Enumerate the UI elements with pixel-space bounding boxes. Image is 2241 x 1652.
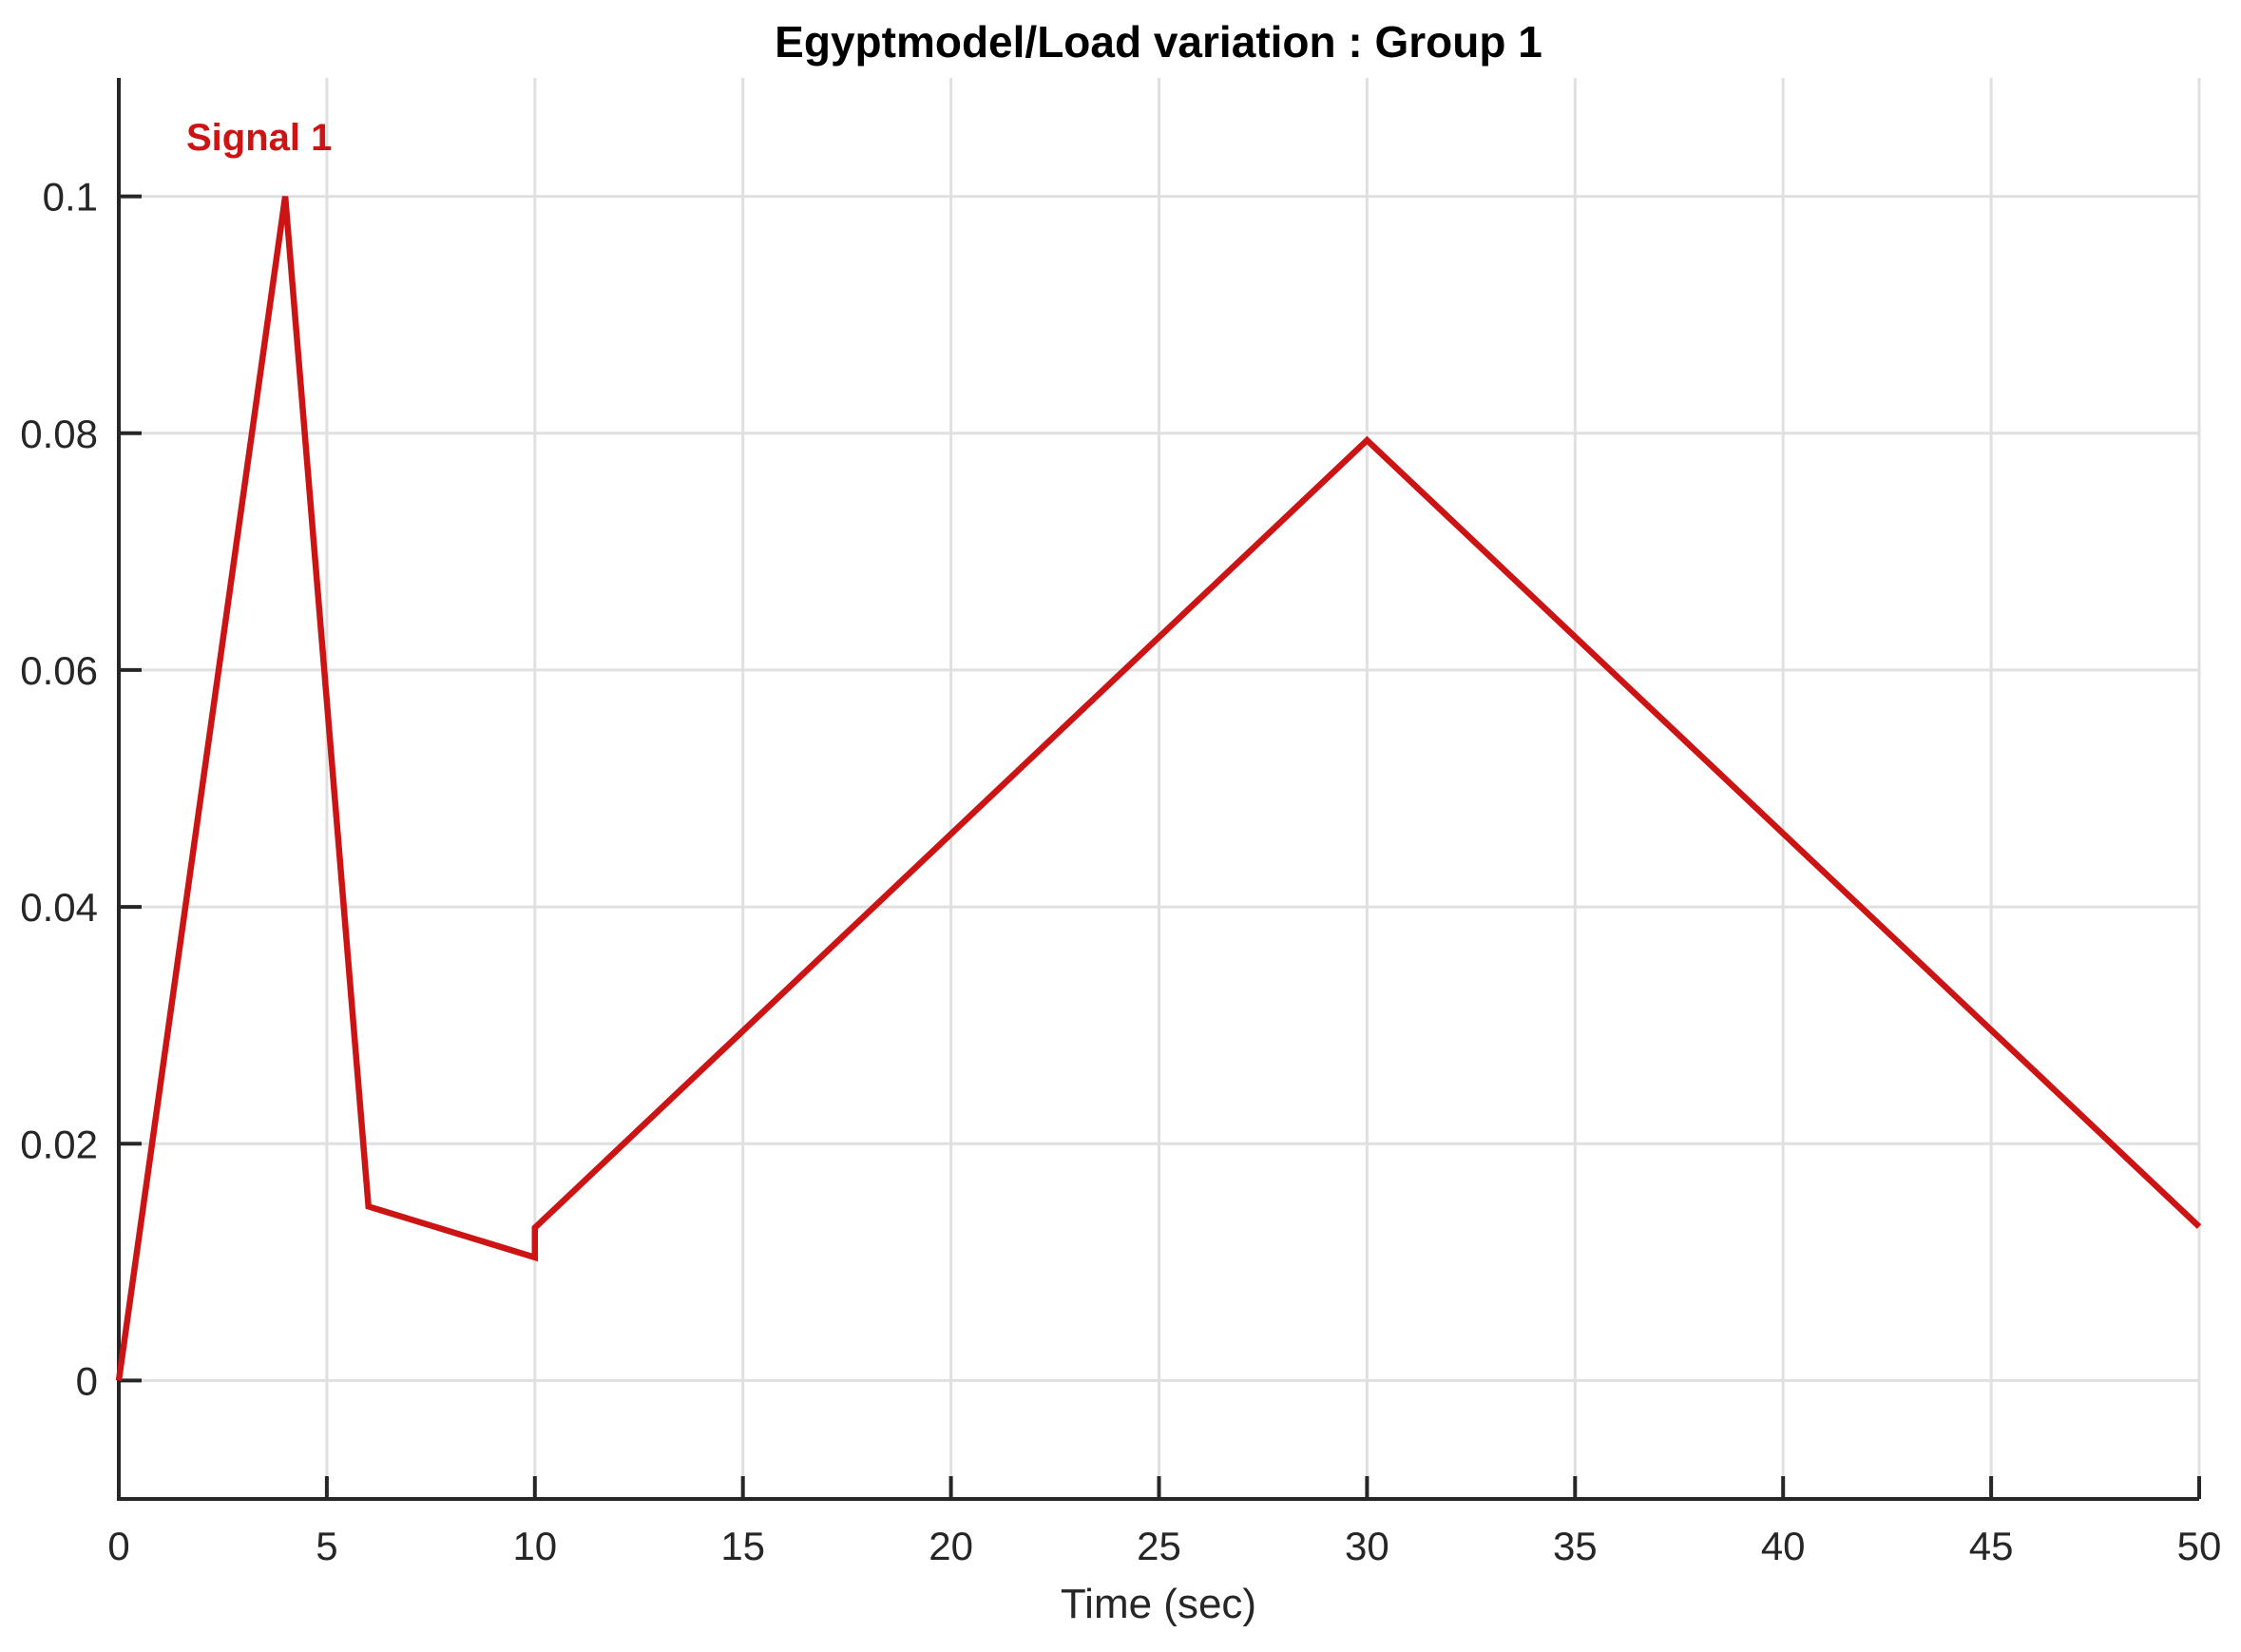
y-tick-label: 0.04 (20, 885, 98, 930)
tick-layer (117, 194, 2201, 1499)
tick-label-layer: 0 5 10 15 20 25 30 35 40 45 50 0 0.02 0.04 0.06 0.08 0.1 (20, 175, 2221, 1568)
x-tick-label: 0 (107, 1524, 129, 1568)
signal-name-label: Signal 1 (186, 117, 332, 159)
y-tick-label: 0.08 (20, 412, 98, 456)
x-tick-label: 35 (1553, 1524, 1598, 1568)
x-tick-label: 30 (1345, 1524, 1389, 1568)
x-tick-label: 45 (1969, 1524, 2014, 1568)
x-tick-label: 10 (512, 1524, 557, 1568)
x-tick-label: 40 (1761, 1524, 1806, 1568)
grid-layer (117, 78, 2201, 1499)
x-tick-label: 25 (1137, 1524, 1181, 1568)
signal-line (115, 196, 2202, 1381)
x-tick-label: 50 (2177, 1524, 2222, 1568)
y-tick-label: 0 (76, 1358, 98, 1403)
x-axis-label: Time (sec) (1061, 1581, 1256, 1627)
series-layer (115, 196, 2202, 1381)
y-tick-label: 0.02 (20, 1122, 98, 1166)
x-tick-label: 15 (720, 1524, 765, 1568)
x-tick-label: 5 (316, 1524, 337, 1568)
y-tick-label: 0.1 (43, 175, 98, 220)
chart-title: Egyptmodel/Load variation : Group 1 (775, 17, 1542, 67)
y-tick-label: 0.06 (20, 648, 98, 693)
x-tick-label: 20 (929, 1524, 973, 1568)
